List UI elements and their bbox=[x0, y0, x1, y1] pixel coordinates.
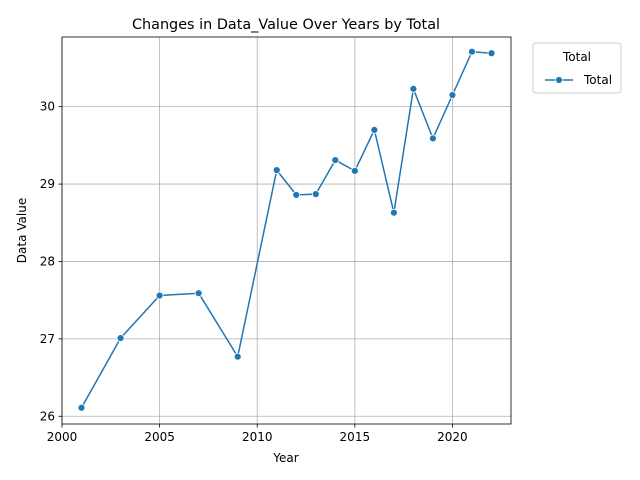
y-tick-label: 28 bbox=[40, 254, 55, 268]
data-point bbox=[292, 190, 301, 199]
data-point bbox=[77, 403, 86, 412]
x-tick-label: 2005 bbox=[144, 430, 175, 444]
data-point bbox=[116, 334, 125, 342]
x-tick-label: 2010 bbox=[242, 430, 273, 444]
series-line bbox=[80, 50, 492, 409]
y-axis-ticks: 26 27 28 29 30 bbox=[40, 100, 62, 423]
x-tick-label: 2015 bbox=[340, 430, 371, 444]
legend-title: Total bbox=[562, 50, 591, 64]
y-axis-label: Data Value bbox=[15, 198, 29, 263]
data-point bbox=[350, 167, 359, 175]
chart-title: Changes in Data_Value Over Years by Tota… bbox=[132, 17, 440, 33]
x-tick-label: 2000 bbox=[47, 430, 78, 444]
legend-series-label: Total bbox=[583, 73, 612, 87]
data-point bbox=[194, 289, 203, 298]
x-axis-ticks: 2000 2005 2010 2015 2020 bbox=[47, 424, 468, 444]
data-point bbox=[448, 91, 457, 99]
data-point bbox=[233, 352, 242, 361]
x-axis-label: Year bbox=[272, 451, 298, 465]
data-point bbox=[468, 47, 476, 56]
data-point bbox=[389, 208, 398, 217]
y-tick-label: 26 bbox=[40, 409, 55, 423]
series-layer bbox=[77, 47, 496, 412]
y-tick-label: 30 bbox=[40, 100, 55, 114]
plot-frame bbox=[61, 36, 512, 425]
legend: Total Total bbox=[532, 42, 622, 94]
data-point bbox=[409, 84, 418, 93]
data-point bbox=[429, 134, 437, 143]
legend-series-marker bbox=[555, 76, 563, 84]
data-point bbox=[311, 190, 320, 199]
grid-lines bbox=[61, 37, 511, 424]
data-point bbox=[272, 166, 281, 175]
data-point bbox=[331, 156, 340, 164]
data-point bbox=[370, 125, 379, 134]
y-tick-label: 29 bbox=[40, 177, 55, 191]
x-tick-label: 2020 bbox=[437, 430, 468, 444]
y-tick-label: 27 bbox=[40, 332, 55, 346]
data-point bbox=[155, 291, 164, 300]
data-point bbox=[487, 49, 496, 58]
